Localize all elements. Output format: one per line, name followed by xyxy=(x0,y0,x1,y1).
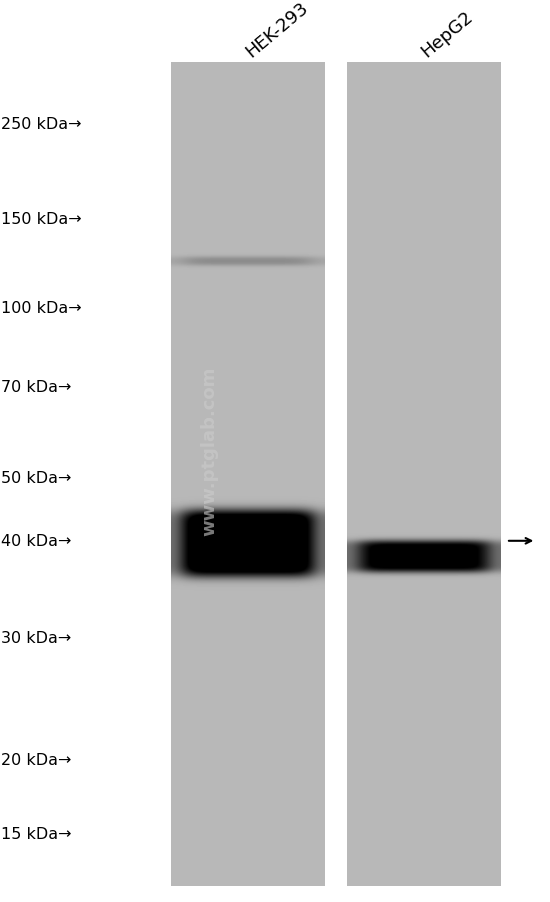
Text: HEK-293: HEK-293 xyxy=(242,0,311,61)
Text: 100 kDa→: 100 kDa→ xyxy=(1,301,82,316)
Text: 30 kDa→: 30 kDa→ xyxy=(1,630,72,645)
Text: 150 kDa→: 150 kDa→ xyxy=(1,212,82,226)
Text: www.ptglab.com: www.ptglab.com xyxy=(200,366,218,536)
Text: 70 kDa→: 70 kDa→ xyxy=(1,380,72,394)
Text: 50 kDa→: 50 kDa→ xyxy=(1,471,72,485)
Text: 15 kDa→: 15 kDa→ xyxy=(1,826,72,841)
Text: 250 kDa→: 250 kDa→ xyxy=(1,117,81,132)
Text: 20 kDa→: 20 kDa→ xyxy=(1,752,72,767)
Text: HepG2: HepG2 xyxy=(418,8,477,61)
Text: 40 kDa→: 40 kDa→ xyxy=(1,534,72,548)
